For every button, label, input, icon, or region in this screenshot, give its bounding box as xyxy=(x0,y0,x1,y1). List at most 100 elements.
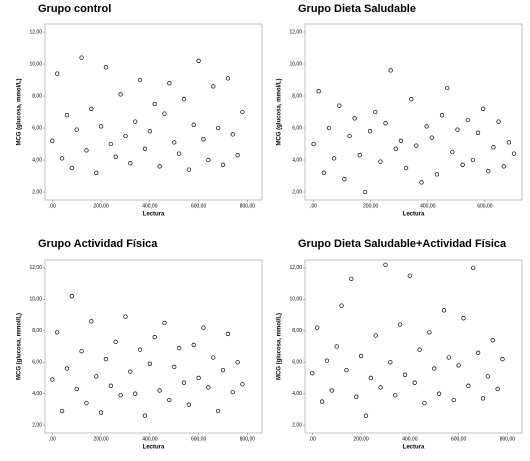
data-point xyxy=(84,148,89,153)
data-point xyxy=(446,355,452,360)
y-tick-label: 4,00 xyxy=(292,391,302,397)
data-point xyxy=(321,170,326,175)
data-point xyxy=(357,153,362,158)
data-point xyxy=(191,122,196,127)
data-point xyxy=(475,350,481,355)
data-point xyxy=(118,92,123,97)
data-point xyxy=(383,121,388,126)
data-point xyxy=(167,397,172,403)
x-tick-label: 600,00 xyxy=(191,436,207,442)
chart-panel: Grupo control 2,00 4,00 6,00 8,00 10,00 12,00,… xyxy=(17,3,263,218)
data-point xyxy=(511,151,517,156)
data-point xyxy=(123,314,128,319)
data-point xyxy=(344,367,349,373)
x-tick-label: 800,00 xyxy=(240,436,256,442)
data-point xyxy=(485,374,491,379)
data-point xyxy=(235,360,240,365)
x-axis-label: Lectura xyxy=(143,445,165,451)
data-point xyxy=(496,119,501,124)
data-point xyxy=(69,294,74,299)
data-point xyxy=(186,402,192,407)
data-point xyxy=(373,333,378,338)
data-point xyxy=(324,358,330,363)
data-point xyxy=(491,145,496,150)
y-axis-label: MCG (glucosa, mmol/L) xyxy=(277,313,283,380)
y-tick-label: 6,00 xyxy=(32,360,42,366)
data-point xyxy=(235,153,240,158)
y-tick-label: 12,00 xyxy=(29,29,42,35)
data-point xyxy=(147,361,152,366)
chart-title: Grupo Dieta Saludable+Actividad Física xyxy=(298,238,507,250)
data-point xyxy=(137,77,143,83)
data-point xyxy=(172,364,177,370)
x-tick-label: 400,00 xyxy=(142,436,158,442)
data-point xyxy=(225,76,231,81)
data-point xyxy=(465,117,470,123)
data-point xyxy=(55,71,60,76)
data-point xyxy=(506,140,512,145)
data-point xyxy=(186,167,192,172)
data-point xyxy=(128,161,133,166)
data-point xyxy=(419,180,424,185)
plot-frame xyxy=(44,259,263,434)
data-point xyxy=(50,138,55,143)
data-point xyxy=(470,157,476,163)
data-point xyxy=(439,113,445,118)
x-tick-label: 400,00 xyxy=(142,203,158,209)
y-tick-label: 6,00 xyxy=(32,125,42,131)
data-point xyxy=(495,386,500,392)
data-point xyxy=(113,339,118,344)
chart-panel: Grupo Actividad Física 2,00 4,00 6,00 8,00 10… xyxy=(17,238,263,451)
data-point xyxy=(490,338,495,343)
data-point xyxy=(316,89,321,94)
data-point xyxy=(142,146,148,151)
data-point xyxy=(480,396,486,401)
data-point xyxy=(315,325,320,330)
chart-panel: Grupo Dieta Saludable+Actividad Física 2,… xyxy=(277,238,523,451)
data-point xyxy=(412,380,417,385)
x-tick-label: 200,00 xyxy=(93,436,109,442)
data-point xyxy=(354,394,359,399)
data-point xyxy=(434,172,440,177)
data-point xyxy=(79,349,84,354)
y-tick-label: 4,00 xyxy=(292,157,302,163)
data-point xyxy=(456,363,461,368)
data-point xyxy=(59,408,65,414)
data-point xyxy=(215,125,221,131)
data-point xyxy=(74,386,79,392)
data-point xyxy=(352,116,357,121)
data-point xyxy=(230,132,235,137)
data-point xyxy=(196,375,201,381)
data-point xyxy=(94,170,99,175)
data-point xyxy=(89,319,94,324)
chart-panel: Grupo Dieta Saludable 2,00 4,00 6,00 8,00 10,… xyxy=(277,3,523,218)
x-tick-label: 600,00 xyxy=(451,436,467,442)
y-tick-label: 10,00 xyxy=(29,61,42,67)
data-point xyxy=(436,391,442,396)
data-point xyxy=(181,97,187,102)
x-tick-label: ,00 xyxy=(309,436,316,442)
data-point xyxy=(137,347,143,352)
data-point xyxy=(373,109,378,115)
y-tick-label: 2,00 xyxy=(292,422,302,428)
plot-frame xyxy=(304,23,523,201)
data-point xyxy=(55,330,60,335)
data-point xyxy=(220,367,226,373)
data-point xyxy=(319,399,325,404)
data-point xyxy=(409,97,414,102)
data-point xyxy=(347,133,352,139)
data-point xyxy=(414,143,419,148)
x-tick-label: 200,00 xyxy=(363,203,379,209)
data-point xyxy=(368,375,373,381)
data-point xyxy=(363,413,369,418)
data-point xyxy=(310,371,315,376)
data-point xyxy=(162,111,167,116)
data-point xyxy=(128,369,133,374)
y-tick-label: 4,00 xyxy=(32,157,42,163)
data-point xyxy=(123,133,128,139)
x-axis-label: Lectura xyxy=(143,212,165,218)
data-point xyxy=(451,397,456,403)
y-tick-label: 4,00 xyxy=(32,391,42,397)
